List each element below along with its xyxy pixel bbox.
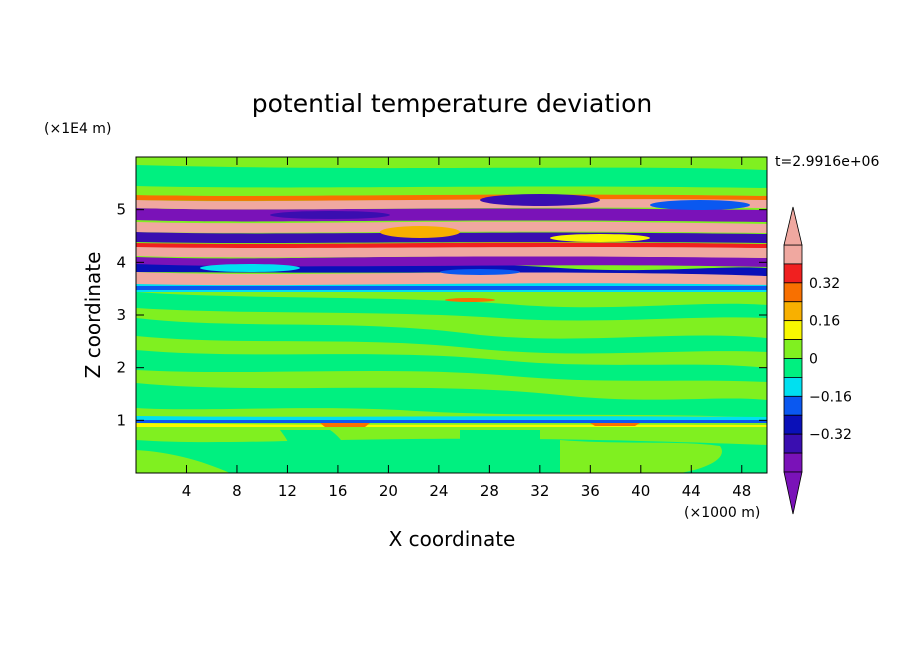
time-label: t=2.9916e+06: [775, 154, 879, 170]
colorbar-swatch: [783, 452, 803, 473]
x-tick-label: 24: [429, 482, 448, 500]
y-axis: 1 2 3 4 5: [116, 201, 767, 429]
x-tick-label: 48: [732, 482, 751, 500]
chart-title: potential temperature deviation: [252, 89, 652, 118]
contour-band: [550, 234, 650, 242]
contour-band: [136, 242, 767, 248]
colorbar-swatch: [783, 301, 803, 322]
x-tick-label: 4: [182, 482, 192, 500]
contour-band: [445, 298, 495, 302]
contour-band: [280, 430, 360, 473]
colorbar-tick-label: 0.32: [809, 276, 840, 292]
colorbar-tick-label: −0.32: [809, 427, 852, 443]
y-tick-label: 2: [116, 359, 126, 377]
y-tick-label: 5: [116, 201, 126, 219]
colorbar-tick-label: 0.16: [809, 314, 840, 330]
colorbar-extend-min: [783, 471, 803, 515]
colorbar-swatch: [783, 244, 803, 265]
contour-band: [136, 292, 767, 321]
x-axis-label: X coordinate: [389, 527, 516, 551]
colorbar-tick-label: −0.16: [809, 389, 852, 405]
colorbar: 0.32 0.16 0 −0.16 −0.32: [783, 206, 852, 515]
colorbar-swatch: [783, 358, 803, 378]
x-tick-label: 20: [379, 482, 398, 500]
colorbar-swatch: [783, 433, 803, 454]
contour-band: [136, 383, 767, 418]
contour-band: [136, 186, 767, 196]
contour-band: [590, 423, 640, 426]
contour-band: [380, 226, 460, 238]
contour-band: [440, 269, 520, 275]
colorbar-extend-max: [783, 206, 803, 246]
contour-band: [136, 272, 767, 286]
contour-band: [560, 440, 722, 473]
contour-band: [320, 423, 370, 427]
contour-band: [200, 264, 300, 272]
colorbar-swatch: [783, 339, 803, 359]
y-axis-unit: (×1E4 m): [44, 121, 111, 137]
contour-band: [136, 256, 767, 267]
contour-band: [136, 286, 767, 290]
colorbar-tick-label: 0: [809, 352, 818, 368]
y-tick-label: 3: [116, 306, 126, 324]
contour-band: [136, 420, 767, 423]
x-tick-label: 28: [480, 482, 499, 500]
x-tick-label: 8: [232, 482, 242, 500]
colorbar-swatch: [783, 282, 803, 303]
colorbar-swatch: [783, 263, 803, 284]
contour-band: [136, 318, 767, 354]
contour-band: [480, 194, 600, 206]
contour-band: [136, 416, 767, 420]
contour-band: [136, 194, 767, 201]
colorbar-swatch: [783, 320, 803, 340]
plot-area: [136, 157, 767, 473]
colorbar-swatch: [783, 414, 803, 435]
contour-band: [136, 450, 230, 473]
x-tick-label: 12: [278, 482, 297, 500]
contour-band: [136, 245, 767, 258]
x-tick-label: 44: [682, 482, 701, 500]
colorbar-swatch: [783, 377, 803, 397]
contour-band: [460, 430, 540, 473]
contour-band: [650, 200, 750, 210]
x-axis: 4 8 12 16 20 24 28 32 36 40 44 48: [182, 157, 751, 500]
x-tick-label: 16: [328, 482, 347, 500]
x-tick-label: 40: [631, 482, 650, 500]
y-axis-label: Z coordinate: [81, 252, 105, 379]
x-tick-label: 32: [530, 482, 549, 500]
contour-band: [136, 157, 767, 170]
contour-band: [136, 350, 767, 382]
contour-band: [136, 198, 767, 210]
contour-band: [136, 221, 767, 233]
x-axis-unit: (×1000 m): [684, 505, 760, 521]
contour-band: [136, 208, 767, 222]
colorbar-swatch: [783, 395, 803, 416]
y-tick-label: 1: [116, 411, 126, 429]
contour-band: [270, 211, 390, 219]
y-tick-label: 4: [116, 253, 126, 271]
x-tick-label: 36: [581, 482, 600, 500]
